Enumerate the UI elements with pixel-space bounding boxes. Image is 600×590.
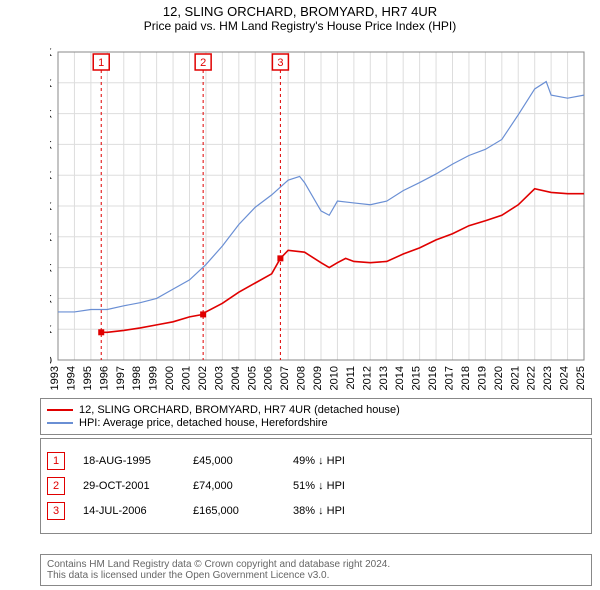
svg-text:2004: 2004 (230, 366, 242, 390)
line-chart-svg: £0 £50K £100K £150K £200K £250K £300K £350K £400… (50, 48, 592, 398)
svg-text:2003: 2003 (213, 366, 225, 390)
svg-text:2010: 2010 (328, 366, 340, 390)
chart-subtitle: Price paid vs. HM Land Registry's House … (0, 19, 600, 37)
svg-text:2014: 2014 (394, 366, 406, 390)
svg-text:2013: 2013 (378, 366, 390, 390)
event-marker-icon: 1 (47, 452, 65, 470)
svg-text:2022: 2022 (526, 366, 538, 390)
svg-text:2009: 2009 (312, 366, 324, 390)
svg-text:£200K: £200K (50, 232, 53, 244)
svg-text:2012: 2012 (361, 366, 373, 390)
event-diff: 49% ↓ HPI (293, 455, 345, 467)
legend-swatch (47, 422, 73, 424)
svg-text:£500K: £500K (50, 48, 53, 59)
svg-text:1996: 1996 (98, 366, 110, 390)
svg-text:1995: 1995 (82, 366, 94, 390)
svg-text:2000: 2000 (164, 366, 176, 390)
events-box: 1 18-AUG-1995£45,00049% ↓ HPI 2 29-OCT-2001… (40, 438, 592, 534)
svg-text:£0: £0 (50, 355, 52, 367)
svg-text:£50K: £50K (50, 324, 53, 336)
license-line-2: This data is licensed under the Open Gov… (47, 570, 585, 581)
license-line-1: Contains HM Land Registry data © Crown c… (47, 559, 585, 570)
event-date: 14-JUL-2006 (83, 505, 193, 517)
svg-text:2025: 2025 (575, 366, 587, 390)
svg-text:£250K: £250K (50, 201, 53, 213)
svg-text:2018: 2018 (460, 366, 472, 390)
svg-text:£350K: £350K (50, 139, 53, 151)
svg-text:2021: 2021 (509, 366, 521, 390)
svg-text:2024: 2024 (559, 366, 571, 390)
event-date: 29-OCT-2001 (83, 480, 193, 492)
svg-text:2006: 2006 (263, 366, 275, 390)
svg-text:2023: 2023 (542, 366, 554, 390)
event-row: 3 14-JUL-2006£165,00038% ↓ HPI (47, 502, 585, 520)
event-marker-icon: 3 (47, 502, 65, 520)
svg-text:1993: 1993 (50, 366, 61, 390)
svg-text:2005: 2005 (246, 366, 258, 390)
svg-text:£150K: £150K (50, 263, 53, 275)
svg-text:2020: 2020 (493, 366, 505, 390)
legend-swatch (47, 409, 73, 411)
svg-text:3: 3 (277, 57, 283, 69)
legend-label: 12, SLING ORCHARD, BROMYARD, HR7 4UR (de… (79, 404, 400, 416)
svg-text:1999: 1999 (148, 366, 160, 390)
svg-text:2001: 2001 (181, 366, 193, 390)
chart-title: 12, SLING ORCHARD, BROMYARD, HR7 4UR (0, 0, 600, 19)
svg-text:2008: 2008 (296, 366, 308, 390)
svg-text:1998: 1998 (131, 366, 143, 390)
event-row: 1 18-AUG-1995£45,00049% ↓ HPI (47, 452, 585, 470)
svg-text:2016: 2016 (427, 366, 439, 390)
svg-text:£100K: £100K (50, 293, 53, 305)
event-date: 18-AUG-1995 (83, 455, 193, 467)
svg-text:1994: 1994 (65, 366, 77, 390)
event-row: 2 29-OCT-2001£74,00051% ↓ HPI (47, 477, 585, 495)
svg-text:2015: 2015 (411, 366, 423, 390)
event-price: £45,000 (193, 455, 293, 467)
svg-text:2007: 2007 (279, 366, 291, 390)
svg-text:2002: 2002 (197, 366, 209, 390)
event-diff: 51% ↓ HPI (293, 480, 345, 492)
legend-row: 12, SLING ORCHARD, BROMYARD, HR7 4UR (de… (47, 404, 585, 416)
chart-area: £0 £50K £100K £150K £200K £250K £300K £350K £400… (50, 48, 592, 364)
legend-row: HPI: Average price, detached house, Here… (47, 417, 585, 429)
event-diff: 38% ↓ HPI (293, 505, 345, 517)
svg-text:2019: 2019 (476, 366, 488, 390)
svg-text:1: 1 (98, 57, 104, 69)
svg-text:2011: 2011 (345, 366, 357, 390)
svg-text:£450K: £450K (50, 78, 53, 90)
event-price: £74,000 (193, 480, 293, 492)
legend-box: 12, SLING ORCHARD, BROMYARD, HR7 4UR (de… (40, 398, 592, 435)
svg-text:2017: 2017 (444, 366, 456, 390)
svg-text:1997: 1997 (115, 366, 127, 390)
event-price: £165,000 (193, 505, 293, 517)
svg-text:2: 2 (200, 57, 206, 69)
svg-text:£300K: £300K (50, 170, 53, 182)
license-box: Contains HM Land Registry data © Crown c… (40, 554, 592, 586)
svg-text:£400K: £400K (50, 109, 53, 121)
legend-label: HPI: Average price, detached house, Here… (79, 417, 328, 429)
event-marker-icon: 2 (47, 477, 65, 495)
